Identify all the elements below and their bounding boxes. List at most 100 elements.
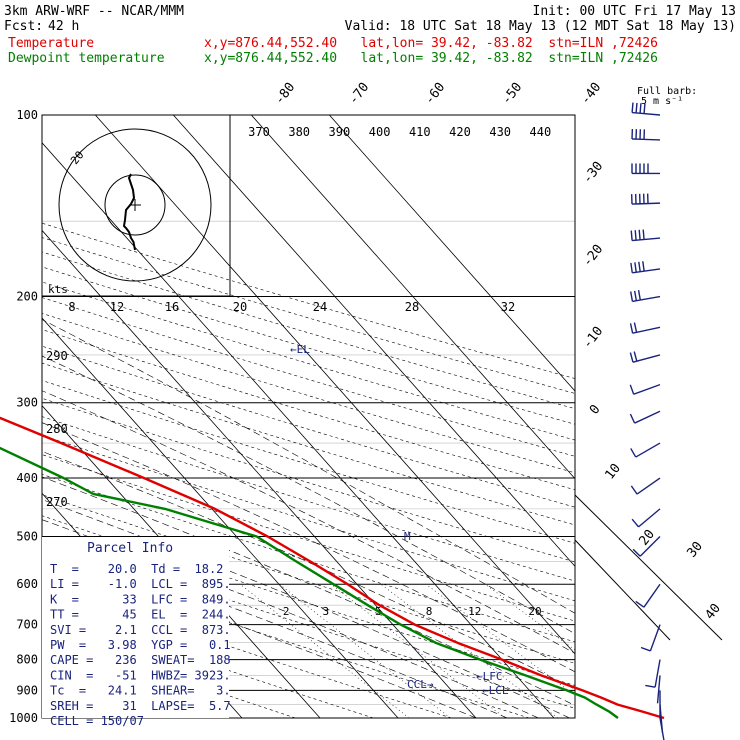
theta-label-440: 440 bbox=[530, 125, 552, 139]
barb-flag bbox=[638, 261, 641, 272]
dry-adiabat-310 bbox=[42, 494, 575, 664]
el-label: ←EL bbox=[290, 343, 310, 356]
dry-adiabat-430 bbox=[42, 281, 575, 441]
wind-barb-700 bbox=[640, 624, 661, 652]
isotherm-label-6: -20 bbox=[580, 242, 606, 270]
wind-barb-350 bbox=[630, 442, 661, 458]
isobar-label-1000: 1000 bbox=[9, 711, 38, 725]
isotherm-30 bbox=[173, 115, 575, 567]
lcl-label: ←LCL bbox=[482, 684, 509, 697]
isotherm-20 bbox=[95, 115, 575, 655]
isotherm-label-0: -80 bbox=[272, 80, 298, 108]
barb-flag bbox=[637, 290, 641, 301]
parcel-row-2: K = 33 LFC = 849. bbox=[50, 592, 231, 606]
parcel-row-1: LI = -1.0 LCL = 895. bbox=[50, 577, 231, 591]
barb-flag bbox=[635, 102, 638, 113]
speed-label-32: 32 bbox=[501, 300, 515, 314]
dry-adiabat-270 bbox=[42, 582, 452, 718]
isotherm--20 bbox=[42, 405, 321, 718]
barb-staff bbox=[649, 624, 661, 652]
parcel-row-9: SREH = 31 LAPSE= 5.7 bbox=[50, 699, 231, 713]
wind-barb-250 bbox=[629, 351, 661, 363]
barb-flag bbox=[629, 323, 634, 334]
moist-adiabat-36 bbox=[42, 319, 575, 614]
speed-label-24: 24 bbox=[313, 300, 327, 314]
valid-time: Valid: 18 UTC Sat 18 May 13 (12 MDT Sat … bbox=[344, 19, 736, 34]
dry-adiabat-330 bbox=[42, 454, 575, 622]
barb-flag bbox=[642, 229, 645, 240]
dry-adiabat-350 bbox=[42, 416, 575, 582]
isotherm-label-2: -60 bbox=[422, 80, 448, 108]
hodograph-trace bbox=[122, 173, 136, 251]
wind-barb-600 bbox=[635, 583, 661, 608]
isobar-label-400: 400 bbox=[16, 471, 38, 485]
speed-label-12: 12 bbox=[110, 300, 124, 314]
isotherm-label-11: 30 bbox=[685, 539, 706, 561]
model-title: 3km ARW-WRF -- NCAR/MMM bbox=[4, 4, 185, 19]
mixing-ratio-label-8: 8 bbox=[426, 605, 433, 618]
wind-barb-110 bbox=[631, 128, 661, 141]
wind-barb-125 bbox=[631, 163, 660, 175]
frame-skew-1 bbox=[574, 494, 723, 641]
theta-label-370: 370 bbox=[248, 125, 270, 139]
wind-barb-1000 bbox=[659, 717, 665, 740]
mixing-ratio-3 bbox=[279, 583, 451, 718]
barb-flag bbox=[629, 352, 634, 363]
isotherm-label-4: -40 bbox=[578, 80, 604, 108]
barb-flag bbox=[633, 322, 638, 333]
parcel-info-title: Parcel Info bbox=[87, 541, 173, 556]
plot-border bbox=[41, 114, 576, 719]
barb-flag bbox=[635, 600, 645, 608]
wind-barb-160 bbox=[630, 229, 661, 242]
barb-staff bbox=[638, 508, 661, 528]
parcel-row-6: CAPE = 236 SWEAT= 188 bbox=[50, 653, 231, 667]
barb-flag bbox=[629, 413, 636, 424]
dewpoint-trace bbox=[0, 446, 619, 719]
moist-adiabat-12 bbox=[42, 499, 570, 718]
isobar-label-500: 500 bbox=[16, 529, 38, 543]
barb-staff bbox=[635, 442, 661, 458]
barb-staff bbox=[632, 268, 661, 274]
wind-barb-280 bbox=[629, 383, 661, 395]
theta-label-410: 410 bbox=[409, 125, 431, 139]
barb-flag bbox=[629, 291, 634, 302]
speed-label-8: 8 bbox=[68, 300, 75, 314]
speed-label-16: 16 bbox=[165, 300, 179, 314]
isotherm--60 bbox=[0, 115, 8, 718]
hodograph-area bbox=[58, 128, 212, 282]
hodograph-kts-label: kts bbox=[48, 283, 68, 296]
wind-barbs: Full barb:5 m s⁻¹ bbox=[629, 86, 697, 740]
parcel-row-7: CIN = -51 HWBZ= 3923. bbox=[50, 668, 231, 682]
forecast-label: Fcst: bbox=[4, 19, 44, 34]
barb-staff bbox=[634, 410, 661, 424]
moist-adiabat-28 bbox=[42, 390, 575, 654]
sounding-traces bbox=[0, 416, 665, 720]
isotherm-label-10: 20 bbox=[637, 527, 658, 549]
ccl-label: CCL→ bbox=[407, 678, 434, 691]
parcel-row-4: SVI = 2.1 CCL = 873. bbox=[50, 623, 231, 637]
isobar-label-300: 300 bbox=[16, 396, 38, 410]
barb-flag bbox=[634, 262, 637, 273]
dry-adiabat-420 bbox=[42, 297, 575, 457]
barb-flag bbox=[630, 485, 638, 495]
barb-staff bbox=[659, 717, 665, 740]
parcel-row-5: PW = 3.98 YGP = 0.1 bbox=[50, 638, 231, 652]
isotherm-50 bbox=[329, 115, 575, 392]
theta-left-label-280: 280 bbox=[46, 422, 68, 436]
barb-staff bbox=[632, 326, 661, 334]
isobar-label-900: 900 bbox=[16, 683, 38, 697]
hodograph-ring-1 bbox=[58, 128, 212, 282]
barb-staff bbox=[636, 477, 661, 495]
barb-flag bbox=[632, 548, 641, 557]
barb-flag bbox=[630, 262, 633, 273]
barb-staff bbox=[632, 354, 661, 363]
barb-flag bbox=[629, 384, 635, 395]
moist-adiabat-8 bbox=[42, 519, 539, 718]
speed-label-20: 20 bbox=[233, 300, 247, 314]
mixing-ratio-label-2: 2 bbox=[283, 605, 290, 618]
wind-barb-800 bbox=[645, 659, 661, 688]
isotherm-label-3: -50 bbox=[499, 80, 525, 108]
parcel-row-8: Tc = 24.1 SHEAR= 3. bbox=[50, 684, 231, 698]
isotherm--10 bbox=[42, 317, 399, 718]
barb-flag bbox=[645, 684, 656, 688]
